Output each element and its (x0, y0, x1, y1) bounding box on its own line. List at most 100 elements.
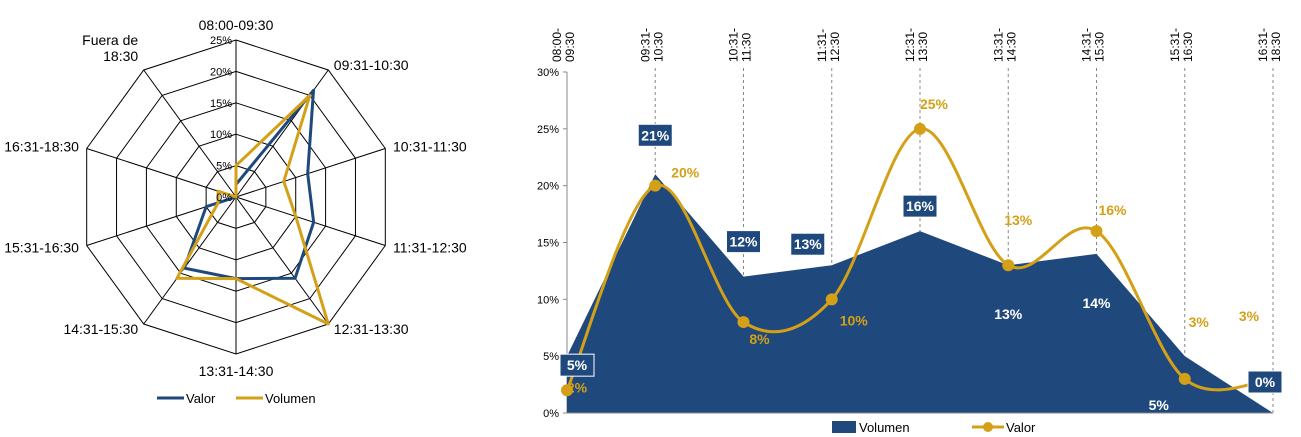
radar-spoke (235, 196, 386, 246)
x-category-label: 14:31- 15:30 (1080, 28, 1107, 62)
radar-spoke (235, 196, 329, 325)
y-tick-label: 5% (543, 351, 559, 363)
x-category-line: 12:31- (903, 28, 917, 62)
x-category-line: 12:30 (828, 32, 842, 62)
volumen-data-label: 5% (1149, 397, 1170, 413)
volumen-label-box (726, 230, 761, 254)
volumen-label-box (902, 194, 938, 218)
radar-series-volumen (175, 93, 330, 326)
x-category-line: 09:30 (563, 32, 577, 62)
x-category-line: 16:30 (1181, 32, 1195, 62)
x-category-line: 18:30 (1269, 32, 1283, 62)
radar-spoke (143, 69, 237, 198)
valor-data-label: 16% (1098, 202, 1127, 218)
x-category-line: 11:30 (740, 33, 754, 62)
radar-spoke (235, 69, 329, 198)
radar-category-label: 18:30 (103, 48, 138, 64)
valor-data-label: 25% (920, 96, 949, 112)
x-category-label: 09:31- 10:30 (638, 28, 665, 62)
legend-label-valor: Valor (1006, 420, 1036, 435)
x-category-line: 10:30 (651, 32, 665, 62)
radar-series-valor (182, 88, 316, 281)
line-series-valor (565, 127, 1274, 392)
valor-data-label: 13% (1004, 212, 1033, 228)
volumen-label-box (790, 232, 826, 256)
line-point-valor (561, 384, 573, 397)
radar-category-label: 08:00-09:30 (199, 17, 274, 33)
y-tick-label: 10% (537, 294, 559, 306)
legend-label-volumen: Volumen (265, 391, 316, 406)
x-category-line: 08:00- (550, 28, 564, 62)
x-category-label: 10:31- 11:30 (727, 28, 754, 62)
x-category-line: 16:31- (1256, 28, 1270, 62)
radar-tick-label: 5% (216, 161, 232, 173)
radar-tick-label: 15% (210, 98, 232, 110)
y-tick-label: 15% (537, 238, 559, 250)
radar-chart: 0% 5% 10% 15% 20% 25% 08:00-09:30 09:31-10:30 10… (4, 17, 467, 406)
y-tick-label: 25% (537, 124, 559, 136)
x-category-label: 08:00- 09:30 (550, 28, 577, 62)
x-category-label: 15:31- 16:30 (1168, 28, 1195, 62)
x-category-line: 13:30 (916, 32, 930, 62)
volumen-label-box (559, 353, 595, 377)
volumen-data-label: 5% (567, 357, 588, 373)
valor-data-label: 3% (1239, 308, 1260, 324)
x-category-label: 12:31- 13:30 (903, 28, 930, 62)
y-tick-label: 0% (543, 408, 559, 420)
radar-spoke (86, 148, 237, 198)
radar-spoke (235, 148, 386, 198)
volumen-data-label: 21% (641, 127, 670, 143)
radar-tick-label: 10% (210, 129, 232, 141)
radar-spoke (143, 196, 237, 325)
radar-category-label: 14:31-15:30 (63, 321, 138, 337)
x-category-line: 14:31- (1080, 28, 1094, 62)
radar-category-label: Fuera de (82, 32, 138, 48)
y-tick-label: 20% (537, 181, 559, 193)
line-point-valor (737, 316, 750, 329)
volumen-data-label: 13% (994, 306, 1023, 322)
radar-tick-label: 0% (216, 192, 232, 204)
line-point-valor (914, 122, 926, 135)
valor-data-label: 20% (671, 165, 700, 181)
legend-swatch-volumen (832, 421, 856, 433)
volumen-data-label: 13% (794, 236, 823, 252)
volumen-label-box (1247, 370, 1283, 394)
x-category-line: 14:30 (1004, 32, 1018, 62)
radar-category-label: 09:31-10:30 (334, 57, 409, 73)
radar-category-label: 16:31-18:30 (4, 139, 79, 155)
legend-swatch-valor-marker (983, 422, 993, 432)
line-point-valor (649, 179, 662, 192)
y-tick-label: 30% (537, 67, 559, 79)
area-line-chart: 0% 5% 10% 15% 20% 25% 30% 5% 21% 12% 13% 16% 13% 14% 5… (537, 28, 1283, 435)
x-category-line: 15:31- (1168, 28, 1182, 62)
valor-data-label: 2% (567, 379, 588, 395)
line-point-valor (1002, 259, 1015, 272)
line-point-valor (1178, 372, 1191, 385)
x-category-label: 16:31- 18:30 (1256, 28, 1283, 62)
legend-label-volumen: Volumen (859, 420, 910, 435)
radar-tick-label: 20% (210, 66, 232, 78)
x-category-line: 15:30 (1093, 32, 1107, 62)
x-category-line: 11:31- (815, 29, 829, 62)
x-category-label: 13:31- 14:30 (991, 28, 1018, 62)
radar-category-label: 12:31-13:30 (334, 321, 409, 337)
valor-data-label: 8% (749, 331, 770, 347)
volumen-data-label: 0% (1255, 374, 1276, 390)
volumen-data-label: 16% (906, 198, 935, 214)
radar-category-label: 13:31-14:30 (199, 363, 274, 379)
radar-category-label: 15:31-16:30 (4, 239, 79, 255)
line-point-valor (825, 293, 838, 306)
radar-tick-label: 25% (210, 35, 232, 47)
volumen-label-box (637, 123, 673, 147)
x-category-line: 13:31- (991, 28, 1005, 62)
valor-data-label: 3% (1189, 314, 1210, 330)
area-series-volumen (567, 174, 1273, 413)
volumen-data-label: 12% (729, 234, 758, 250)
legend-label-valor: Valor (186, 391, 216, 406)
x-category-label: 11:31- 12:30 (815, 29, 842, 62)
radar-category-label: 10:31-11:30 (393, 139, 467, 155)
volumen-data-label: 14% (1082, 295, 1111, 311)
x-category-line: 09:31- (638, 28, 652, 62)
x-category-line: 10:31- (727, 28, 741, 62)
line-point-valor (1090, 225, 1103, 238)
